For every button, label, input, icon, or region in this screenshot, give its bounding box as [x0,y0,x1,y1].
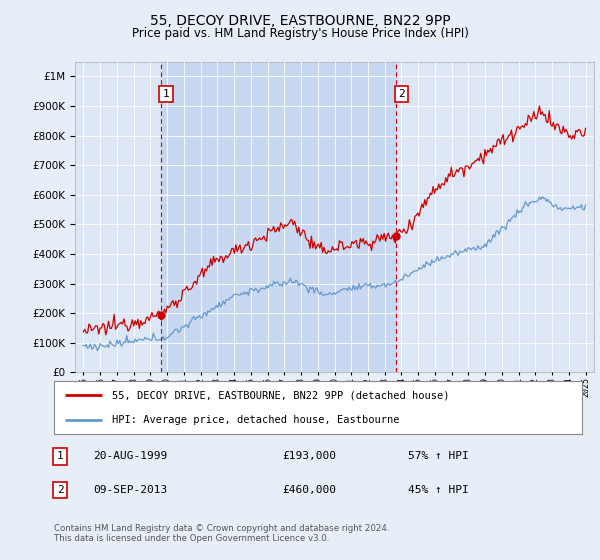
Text: £460,000: £460,000 [282,485,336,495]
Text: 20-AUG-1999: 20-AUG-1999 [93,451,167,461]
Text: 09-SEP-2013: 09-SEP-2013 [93,485,167,495]
Text: 1: 1 [56,451,64,461]
Text: 55, DECOY DRIVE, EASTBOURNE, BN22 9PP: 55, DECOY DRIVE, EASTBOURNE, BN22 9PP [149,14,451,28]
Text: 55, DECOY DRIVE, EASTBOURNE, BN22 9PP (detached house): 55, DECOY DRIVE, EASTBOURNE, BN22 9PP (d… [112,390,449,400]
Text: £193,000: £193,000 [282,451,336,461]
Text: 1: 1 [163,89,169,99]
Text: HPI: Average price, detached house, Eastbourne: HPI: Average price, detached house, East… [112,414,400,424]
Text: 2: 2 [56,485,64,495]
Text: Price paid vs. HM Land Registry's House Price Index (HPI): Price paid vs. HM Land Registry's House … [131,27,469,40]
Bar [161,62,396,372]
Text: 45% ↑ HPI: 45% ↑ HPI [408,485,469,495]
Text: Contains HM Land Registry data © Crown copyright and database right 2024.
This d: Contains HM Land Registry data © Crown c… [54,524,389,543]
Text: 2: 2 [398,89,404,99]
Text: 57% ↑ HPI: 57% ↑ HPI [408,451,469,461]
